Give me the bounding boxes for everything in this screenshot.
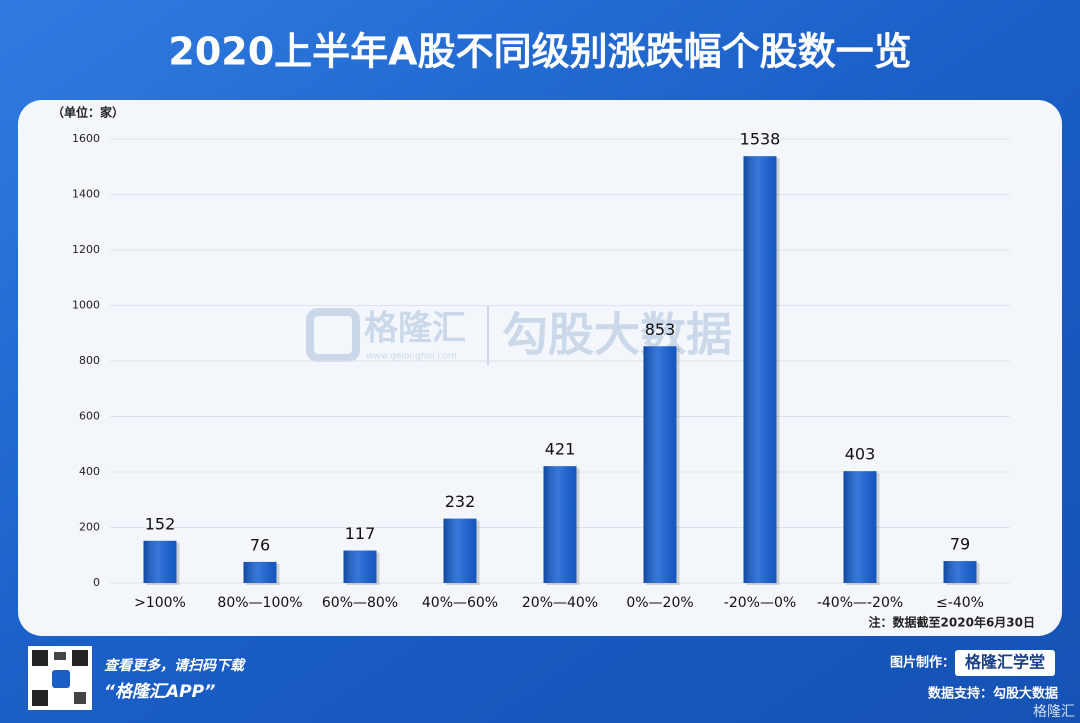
bar-shine — [943, 561, 977, 583]
made-by: 格隆汇学堂 — [965, 653, 1045, 672]
corner-brand: 格隆汇 — [1033, 704, 1075, 720]
unit-label: （单位：家） — [52, 105, 124, 120]
watermark-partner: 勾股大数据 — [502, 308, 732, 362]
x-tick-label: >100% — [134, 595, 186, 611]
value-label: 117 — [345, 524, 376, 543]
qr-logo — [52, 670, 70, 688]
x-tick-label: 0%—20% — [626, 595, 693, 611]
value-label: 152 — [145, 514, 176, 533]
value-label: 1538 — [740, 130, 781, 149]
chart-panel — [18, 100, 1062, 636]
bar-shine — [343, 550, 377, 583]
bar-shine — [143, 540, 177, 583]
y-tick-label: 1000 — [72, 299, 100, 312]
data-source: 数据支持：勾股大数据 — [928, 686, 1058, 702]
x-tick-label: 60%—80% — [322, 595, 398, 611]
bar-shine — [443, 518, 477, 583]
value-label: 79 — [950, 535, 970, 554]
y-tick-label: 400 — [79, 465, 100, 478]
y-tick-label: 200 — [79, 521, 100, 534]
qr-block — [32, 650, 48, 666]
x-tick-label: 40%—60% — [422, 595, 498, 611]
y-tick-label: 1600 — [72, 132, 100, 145]
y-tick-label: 1200 — [72, 243, 100, 256]
x-tick-label: ≤-40% — [936, 595, 984, 611]
footer: 查看更多，请扫码下载 “格隆汇APP” 图片制作： 格隆汇学堂 数据支持：勾股大… — [28, 646, 1075, 720]
x-tick-label: 80%—100% — [217, 595, 302, 611]
y-tick-label: 600 — [79, 410, 100, 423]
chart-title: 2020上半年A股不同级别涨跌幅个股数一览 — [168, 30, 911, 74]
bar-shine — [743, 156, 777, 583]
x-tick-label: -20%—0% — [724, 595, 796, 611]
y-tick-label: 0 — [93, 576, 100, 589]
note: 注：数据截至2020年6月30日 — [869, 615, 1035, 630]
y-tick-label: 1400 — [72, 188, 100, 201]
y-tick-label: 800 — [79, 354, 100, 367]
bar-shine — [843, 471, 877, 583]
value-label: 403 — [845, 445, 876, 464]
value-label: 232 — [445, 492, 476, 511]
made-by-label: 图片制作： — [890, 655, 955, 671]
chart-area: 0 200 400 600 800 1000 1200 1400 1600 >100% 152 80%… — [72, 130, 1010, 611]
watermark-brand: 格隆汇 — [364, 309, 466, 349]
watermark: 格隆汇 www.gelonghui.com 勾股大数据 — [306, 305, 732, 365]
qr-block — [72, 650, 88, 666]
bar-shine — [643, 346, 677, 583]
made-by-badge — [955, 650, 1055, 676]
bar-shine — [543, 466, 577, 583]
x-tick-label: 20%—40% — [522, 595, 598, 611]
bar-shine — [243, 561, 277, 583]
app-name: “格隆汇APP” — [104, 682, 215, 702]
x-tick-label: -40%—-20% — [817, 595, 903, 611]
watermark-site: www.gelonghui.com — [366, 352, 457, 362]
scan-text: 查看更多，请扫码下载 — [104, 657, 246, 674]
value-label: 853 — [645, 320, 676, 339]
value-label: 421 — [545, 440, 576, 459]
qr-block — [54, 652, 66, 660]
qr-block — [74, 692, 86, 704]
watermark-logo — [306, 308, 360, 362]
value-label: 76 — [250, 535, 270, 554]
qr-block — [32, 690, 48, 706]
